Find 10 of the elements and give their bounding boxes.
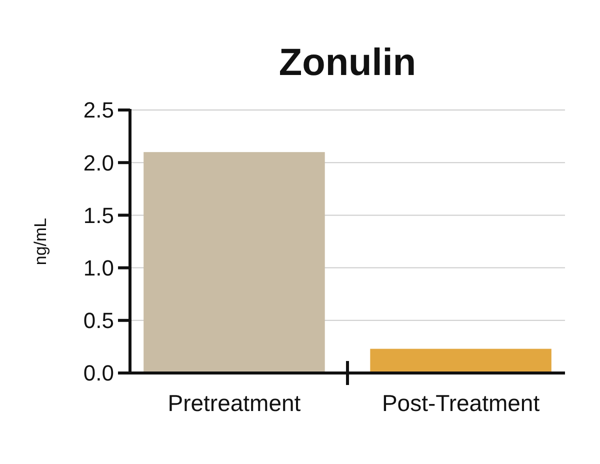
y-tick-label: 0.5 xyxy=(83,308,114,334)
x-tick-label: Pretreatment xyxy=(168,390,302,416)
y-tick-label: 2.5 xyxy=(83,98,114,123)
y-axis-title: ng/mL xyxy=(31,218,50,266)
x-tick-label: Post-Treatment xyxy=(382,390,540,416)
y-tick-label: 1.0 xyxy=(83,256,114,280)
chart-title: Zonulin xyxy=(278,42,416,84)
y-tick-label: 0.0 xyxy=(83,360,114,386)
y-tick-label: 2.0 xyxy=(83,150,114,176)
y-tick-label: 1.5 xyxy=(83,202,114,228)
